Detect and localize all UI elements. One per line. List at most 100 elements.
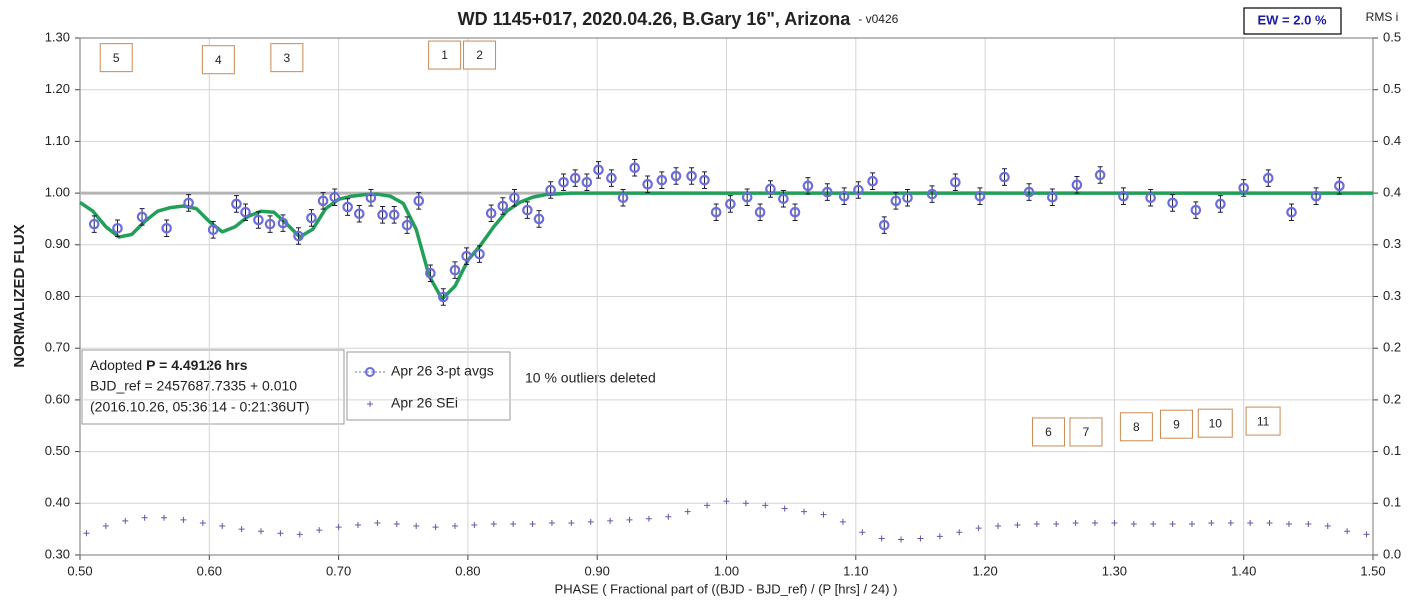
data-point [1247, 519, 1254, 526]
annotation-label: 4 [215, 53, 222, 67]
x-tick-label: 1.20 [972, 563, 997, 578]
error-bar [561, 173, 567, 192]
data-point [365, 192, 377, 204]
data-point [509, 192, 520, 204]
error-bar [929, 185, 935, 203]
data-point [1169, 520, 1176, 527]
annotation-label: 11 [1257, 414, 1270, 428]
error-bar [1336, 177, 1342, 195]
error-bar [536, 210, 542, 228]
error-bar [757, 203, 763, 222]
info-adopted: Adopted [90, 357, 142, 373]
y-tick-label: 1.20 [45, 81, 70, 96]
data-point [1167, 197, 1178, 209]
x-tick-label: 1.40 [1231, 563, 1256, 578]
annotation-label: 5 [113, 51, 120, 65]
annotation-box [1069, 417, 1103, 447]
data-point [975, 525, 982, 532]
data-point [741, 191, 753, 203]
data-point [710, 206, 722, 218]
badge: EW = 2.0 % [1258, 12, 1327, 27]
error-bar [368, 188, 374, 207]
data-point [838, 190, 850, 202]
error-bar [713, 203, 719, 222]
annotation-box [1119, 412, 1153, 442]
data-point [471, 522, 478, 529]
data-point [629, 162, 640, 174]
data-point [1023, 186, 1035, 198]
legend-label: Apr 26 SEi [391, 395, 458, 411]
data-point [161, 222, 172, 234]
data-point [377, 209, 388, 221]
annotation-box [99, 43, 133, 73]
error-bar [824, 183, 830, 201]
info-box [81, 349, 345, 425]
data-point [686, 170, 697, 182]
error-bar [659, 171, 665, 189]
data-point [642, 179, 653, 190]
data-point [1344, 528, 1351, 535]
x-tick-label: 1.10 [843, 563, 868, 578]
y2-tick-label: 0.3 [1383, 288, 1401, 303]
data-point [497, 200, 509, 212]
data-point [449, 264, 461, 276]
data-point [374, 519, 381, 526]
data-point [413, 523, 420, 530]
data-point [510, 520, 517, 527]
data-point [1363, 531, 1370, 538]
data-point [293, 230, 304, 242]
data-point [545, 184, 556, 196]
plot-frame [79, 37, 1374, 556]
error-bar [1265, 169, 1271, 187]
y2-tick-label: 0.1 [1383, 495, 1401, 510]
error-bar [524, 201, 530, 219]
data-point [626, 516, 633, 523]
error-bar [427, 264, 433, 283]
data-point [645, 515, 652, 522]
data-point [789, 206, 801, 218]
data-point [231, 198, 242, 210]
data-point [461, 250, 472, 262]
data-point [1305, 520, 1312, 527]
legend-box [346, 351, 511, 421]
error-bar [233, 195, 239, 213]
data-point [141, 514, 148, 521]
error-bar [416, 192, 422, 210]
y2-tick-label: 0.5 [1383, 29, 1401, 44]
error-bar [440, 288, 446, 306]
error-bar [404, 216, 410, 234]
data-point [1266, 519, 1273, 526]
data-point [1150, 520, 1157, 527]
y-tick-label: 1.10 [45, 133, 70, 148]
legend-label: Apr 26 3-pt avgs [391, 363, 494, 379]
y2-tick-label: 0.2 [1383, 391, 1401, 406]
y-tick-label: 1.00 [45, 185, 70, 200]
data-point [839, 518, 846, 525]
error-bar [1074, 176, 1080, 194]
data-point [353, 208, 365, 220]
error-bar [464, 247, 470, 265]
annotation-label: 9 [1173, 417, 1180, 431]
data-point [388, 209, 400, 221]
error-bar [673, 167, 679, 185]
x-tick-label: 1.50 [1360, 563, 1385, 578]
data-point [778, 193, 789, 205]
data-point [1285, 520, 1292, 527]
y-tick-label: 0.90 [45, 236, 70, 251]
error-bar [452, 261, 458, 279]
error-bar [689, 167, 695, 185]
data-point [393, 520, 400, 527]
data-point [569, 172, 581, 184]
data-point [723, 498, 730, 505]
data-point [533, 213, 545, 225]
data-point [485, 207, 497, 219]
error-bar [1193, 201, 1199, 219]
data-point [1190, 204, 1202, 216]
x-tick-label: 0.90 [585, 563, 610, 578]
error-bar [488, 204, 494, 223]
data-point [219, 523, 226, 530]
legend-symbol [367, 401, 373, 407]
data-point [999, 171, 1010, 183]
